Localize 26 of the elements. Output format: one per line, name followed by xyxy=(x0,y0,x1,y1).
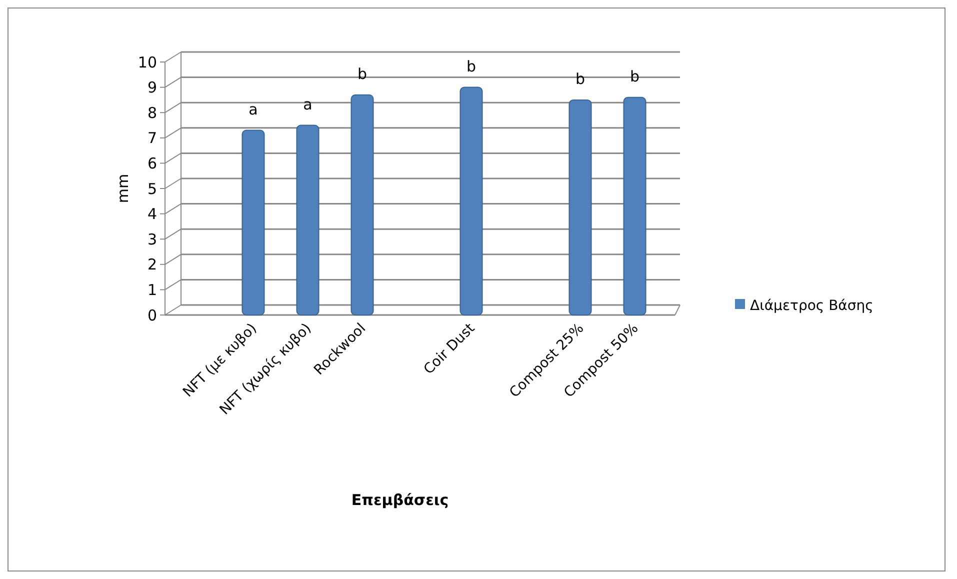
y-tick-label: 9 xyxy=(147,78,157,97)
annotation: a xyxy=(248,100,258,118)
y-tick-label: 10 xyxy=(138,53,157,72)
annotation: b xyxy=(630,67,640,86)
bar xyxy=(296,124,320,316)
y-tick-label: 3 xyxy=(147,230,157,248)
x-axis-title: Επεμβάσεις xyxy=(351,491,449,509)
annotation: b xyxy=(357,64,368,83)
annotation: b xyxy=(466,57,476,76)
y-tick-label: 7 xyxy=(147,129,157,148)
bar xyxy=(460,86,483,316)
bar xyxy=(623,96,646,316)
annotation: a xyxy=(303,95,312,114)
bar xyxy=(350,94,374,316)
legend-label: Διάμετρος Βάσης xyxy=(750,298,874,314)
annotation: b xyxy=(575,70,586,88)
y-tick-label: 1 xyxy=(147,280,157,299)
bar xyxy=(568,99,592,316)
y-tick-label: 5 xyxy=(147,180,157,198)
bar xyxy=(242,130,265,316)
y-tick-label: 2 xyxy=(147,256,157,274)
y-tick-label: 0 xyxy=(147,306,157,324)
y-axis-title: mm xyxy=(114,174,132,204)
y-tick-label: 6 xyxy=(147,154,157,172)
y-tick-label: 4 xyxy=(147,205,157,224)
y-tick-label: 8 xyxy=(147,104,157,122)
